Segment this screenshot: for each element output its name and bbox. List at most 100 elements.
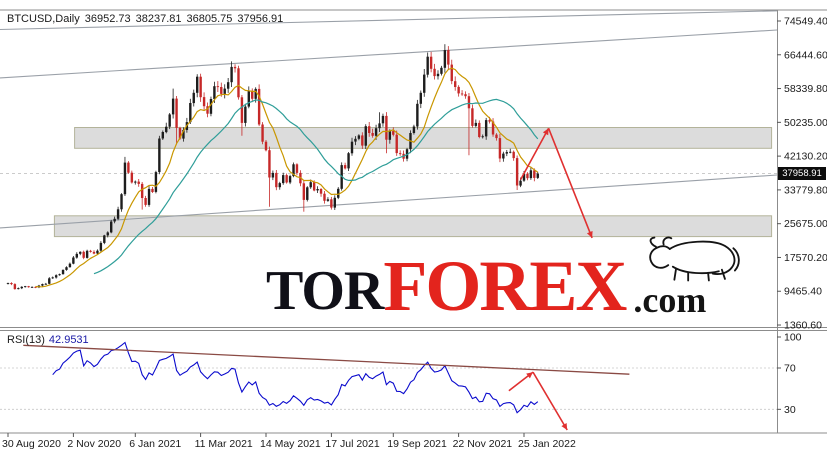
candle-body (440, 67, 443, 74)
forecast-arrowhead (586, 231, 593, 238)
candle-body (436, 73, 440, 77)
candle-body (264, 141, 268, 151)
bull-icon (649, 236, 741, 282)
candle-body (41, 284, 44, 286)
candle-body (447, 50, 450, 65)
rsi-value: 42.9531 (48, 334, 89, 346)
trend-channel-line[interactable] (0, 10, 777, 31)
candle-body (244, 106, 247, 123)
candle-body (361, 135, 364, 146)
candle-body (178, 127, 182, 139)
candle-body (103, 235, 106, 243)
candle-body (312, 182, 316, 191)
candle-body (30, 286, 34, 288)
price-panel[interactable] (0, 10, 777, 290)
candle-body (515, 158, 519, 186)
candle-body (68, 263, 72, 268)
candle-body (137, 181, 140, 184)
candle-body (140, 183, 144, 198)
candle-body (209, 99, 213, 114)
candle-body (275, 172, 278, 188)
candle-body (433, 68, 436, 77)
candle-body (498, 138, 502, 159)
price-axis-label: 1360.60 (784, 320, 822, 332)
candle-body (233, 66, 237, 69)
watermark-logo: TOR FOREX .com (266, 234, 751, 326)
date-axis-label: 2 Nov 2020 (67, 438, 121, 450)
candle-body (419, 92, 422, 104)
price-axis-label: 66444.60 (784, 49, 827, 61)
candle-body (509, 151, 512, 153)
candle-body (529, 170, 533, 179)
price-axis-label: 25675.00 (784, 218, 827, 230)
candle-body (354, 138, 357, 142)
rsi-panel[interactable] (0, 341, 777, 431)
date-axis-label: 11 Mar 2021 (195, 438, 253, 450)
candle-body (374, 128, 378, 136)
trend-channel-line[interactable] (0, 174, 777, 229)
trend-channel-line[interactable] (0, 29, 777, 79)
candle-body (337, 188, 340, 198)
candle-body (247, 90, 250, 107)
candle-body (385, 115, 388, 140)
candle-body (398, 153, 402, 155)
candle-body (257, 88, 261, 125)
candle-body (519, 180, 522, 186)
price-axis-label: 58339.80 (784, 83, 827, 95)
candle-body (123, 162, 127, 195)
candle-body (99, 242, 103, 251)
candle-body (357, 135, 361, 139)
candle-body (213, 86, 216, 99)
candle-body (416, 103, 419, 127)
candle-body (251, 90, 254, 99)
candle-body (326, 199, 330, 201)
candle-body (113, 218, 116, 222)
candle-body (75, 253, 78, 258)
candle-body (371, 133, 374, 136)
candle-body (330, 199, 333, 208)
candle-body (92, 251, 96, 254)
candle-body (443, 50, 447, 68)
candle-body (158, 138, 161, 173)
candle-body (295, 164, 299, 173)
price-axis-label: 9465.40 (784, 286, 822, 298)
forecast-arrow (519, 127, 550, 180)
candle-body (161, 132, 164, 139)
ohlc-close: 37956.91 (237, 13, 284, 25)
forecast-arrowhead (561, 423, 568, 430)
candle-body (127, 162, 130, 173)
candle-body (378, 123, 381, 129)
candle-body (24, 286, 27, 288)
rsi-trendline[interactable] (23, 344, 630, 375)
candle-body (285, 175, 288, 183)
candle-body (495, 134, 498, 139)
forecast-arrowhead (542, 128, 549, 136)
candle-body (512, 151, 515, 159)
logo-text-forex: FOREX (383, 245, 627, 326)
date-axis-label: 22 Nov 2021 (453, 438, 513, 450)
candle-body (34, 286, 37, 288)
symbol-header: BTCUSD,Daily 36952.73 38237.81 36805.75 3795… (7, 13, 288, 25)
candle-body (292, 164, 295, 177)
candle-body (27, 286, 30, 288)
ma-fast (35, 67, 539, 288)
ohlc-low: 36805.75 (186, 13, 233, 25)
candle-body (302, 183, 306, 200)
candle-body (464, 94, 467, 97)
candle-body (261, 124, 264, 142)
candle-body (412, 126, 416, 133)
candle-body (282, 175, 285, 184)
candle-body (154, 172, 158, 192)
candle-body (72, 257, 75, 264)
price-axis-label: 17570.20 (784, 252, 827, 264)
candle-body (206, 106, 209, 114)
candle-body (151, 188, 154, 192)
candle-body (51, 277, 54, 279)
candle-body (309, 182, 312, 188)
candle-body (175, 98, 178, 128)
candle-body (116, 209, 120, 219)
candle-body (460, 93, 464, 95)
candle-body (423, 74, 426, 93)
candle-body (130, 172, 134, 183)
